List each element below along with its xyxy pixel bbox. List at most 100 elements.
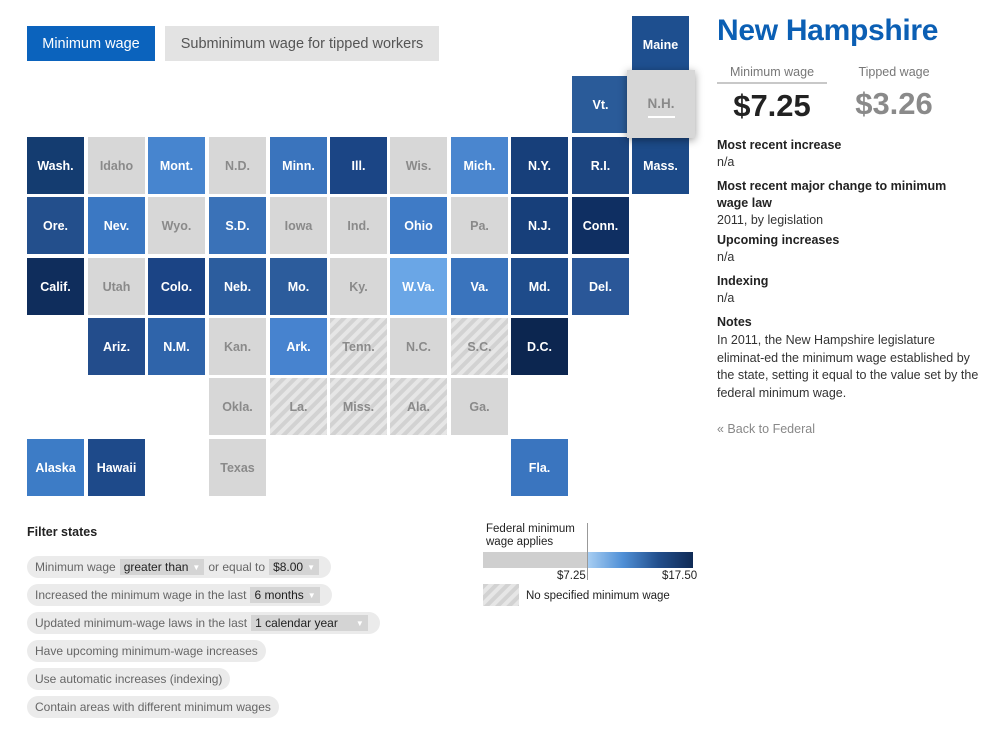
state-tile-ri[interactable]: R.I. [572,137,629,194]
state-tile-label: La. [289,399,308,414]
back-to-federal-link[interactable]: « Back to Federal [717,422,815,436]
state-tile-label: Mo. [287,279,310,294]
state-tile-fla[interactable]: Fla. [511,439,568,496]
state-tile-label: Okla. [222,399,253,414]
state-tile-del[interactable]: Del. [572,258,629,315]
state-tile-label: Minn. [282,158,315,173]
state-tile-mass[interactable]: Mass. [632,137,689,194]
state-tile-nd[interactable]: N.D. [209,137,266,194]
state-tile-label: Tenn. [342,339,375,354]
state-tile-ark[interactable]: Ark. [270,318,327,375]
state-tile-ga[interactable]: Ga. [451,378,508,435]
state-tile-nj[interactable]: N.J. [511,197,568,254]
wage-value-select-value: $8.00 [273,560,304,574]
state-tile-tenn[interactable]: Tenn. [330,318,387,375]
major-change-heading: Most recent major change to minimum wage… [717,179,947,210]
state-tile-texas[interactable]: Texas [209,439,266,496]
state-tile-dc[interactable]: D.C. [511,318,568,375]
state-tile-label: N.J. [528,218,551,233]
legend-hatch-swatch [483,584,519,606]
state-tile-label: S.D. [225,218,250,233]
indexing-heading: Indexing [717,274,769,288]
state-tile-ny[interactable]: N.Y. [511,137,568,194]
chevron-down-icon: ▼ [307,590,316,600]
state-tile-va[interactable]: Va. [451,258,508,315]
legend-high-value: $17.50 [662,570,698,582]
wage-value-select[interactable]: $8.00 ▼ [269,559,320,575]
state-tile-nm[interactable]: N.M. [148,318,205,375]
state-tile-wva[interactable]: W.Va. [390,258,447,315]
state-tile-label: Miss. [342,399,375,414]
state-tile-vt[interactable]: Vt. [572,76,629,133]
state-tile-nev[interactable]: Nev. [88,197,145,254]
filter-upcoming-increases[interactable]: Have upcoming minimum-wage increases [27,640,266,662]
state-tile-label: Del. [589,279,612,294]
state-tile-label: Calif. [40,279,71,294]
state-tile-mont[interactable]: Mont. [148,137,205,194]
update-period-select[interactable]: 1 calendar year ▼ [251,615,368,631]
tipped-wage-column: Tipped wage $3.26 [839,65,949,122]
state-tile-label: N.M. [163,339,190,354]
state-tile-colo[interactable]: Colo. [148,258,205,315]
state-tile-nc[interactable]: N.C. [390,318,447,375]
legend-federal-label: Federal minimum wage applies [486,523,575,548]
state-tile-maine[interactable]: Maine [632,16,689,73]
state-tile-neb[interactable]: Neb. [209,258,266,315]
state-tile-ind[interactable]: Ind. [330,197,387,254]
state-tile-label: Ind. [347,218,370,233]
state-tile-mo[interactable]: Mo. [270,258,327,315]
state-tile-label: Idaho [99,158,134,173]
state-tile-sd[interactable]: S.D. [209,197,266,254]
upcoming-increases-block: Upcoming increases n/a [717,232,979,266]
state-tile-label: Ga. [469,399,490,414]
update-period-value: 1 calendar year [255,616,338,630]
state-tile-sc[interactable]: S.C. [451,318,508,375]
state-tile-iowa[interactable]: Iowa [270,197,327,254]
subminimum-wage-tab[interactable]: Subminimum wage for tipped workers [165,26,439,61]
filter-minimum-wage[interactable]: Minimum wage greater than ▼ or equal to $… [27,556,332,578]
state-tile-ariz[interactable]: Ariz. [88,318,145,375]
recent-increase-block: Most recent increase n/a [717,137,979,171]
state-tile-label: Ohio [404,218,433,233]
state-tile-wis[interactable]: Wis. [390,137,447,194]
state-tile-pa[interactable]: Pa. [451,197,508,254]
minimum-wage-tab[interactable]: Minimum wage [27,26,155,61]
state-tile-ala[interactable]: Ala. [390,378,447,435]
increase-period-select[interactable]: 6 months ▼ [250,587,320,603]
state-tile-la[interactable]: La. [270,378,327,435]
state-tile-wyo[interactable]: Wyo. [148,197,205,254]
state-tile-ore[interactable]: Ore. [27,197,84,254]
filter-increased-wage[interactable]: Increased the minimum wage in the last 6… [27,584,332,606]
filter-different-areas[interactable]: Contain areas with different minimum wag… [27,696,279,718]
state-tile-label: D.C. [527,339,552,354]
filter-updated-laws[interactable]: Updated minimum-wage laws in the last 1 … [27,612,380,634]
state-tile-alaska[interactable]: Alaska [27,439,84,496]
state-tile-mich[interactable]: Mich. [451,137,508,194]
state-tile-wash[interactable]: Wash. [27,137,84,194]
state-tile-okla[interactable]: Okla. [209,378,266,435]
state-tile-ky[interactable]: Ky. [330,258,387,315]
tipped-wage-value: $3.26 [855,86,933,121]
recent-increase-value: n/a [717,154,735,169]
comparison-select[interactable]: greater than ▼ [119,559,205,575]
state-tile-label: Hawaii [96,460,137,475]
state-tile-calif[interactable]: Calif. [27,258,84,315]
state-tile-label: Wis. [405,158,432,173]
state-tile-miss[interactable]: Miss. [330,378,387,435]
legend-gradient [588,552,693,568]
state-tile-idaho[interactable]: Idaho [88,137,145,194]
state-tile-label: Colo. [160,279,193,294]
state-tile-conn[interactable]: Conn. [572,197,629,254]
state-tile-ohio[interactable]: Ohio [390,197,447,254]
state-tile-ill[interactable]: Ill. [330,137,387,194]
filter-indexing[interactable]: Use automatic increases (indexing) [27,668,231,690]
notes-heading: Notes [717,315,752,329]
state-tile-utah[interactable]: Utah [88,258,145,315]
state-tile-kan[interactable]: Kan. [209,318,266,375]
state-tile-hawaii[interactable]: Hawaii [88,439,145,496]
chevron-down-icon: ▼ [307,562,316,572]
state-tile-md[interactable]: Md. [511,258,568,315]
state-tile-minn[interactable]: Minn. [270,137,327,194]
state-tile-nh[interactable]: N.H. [627,70,695,138]
state-tile-label: S.C. [467,339,492,354]
